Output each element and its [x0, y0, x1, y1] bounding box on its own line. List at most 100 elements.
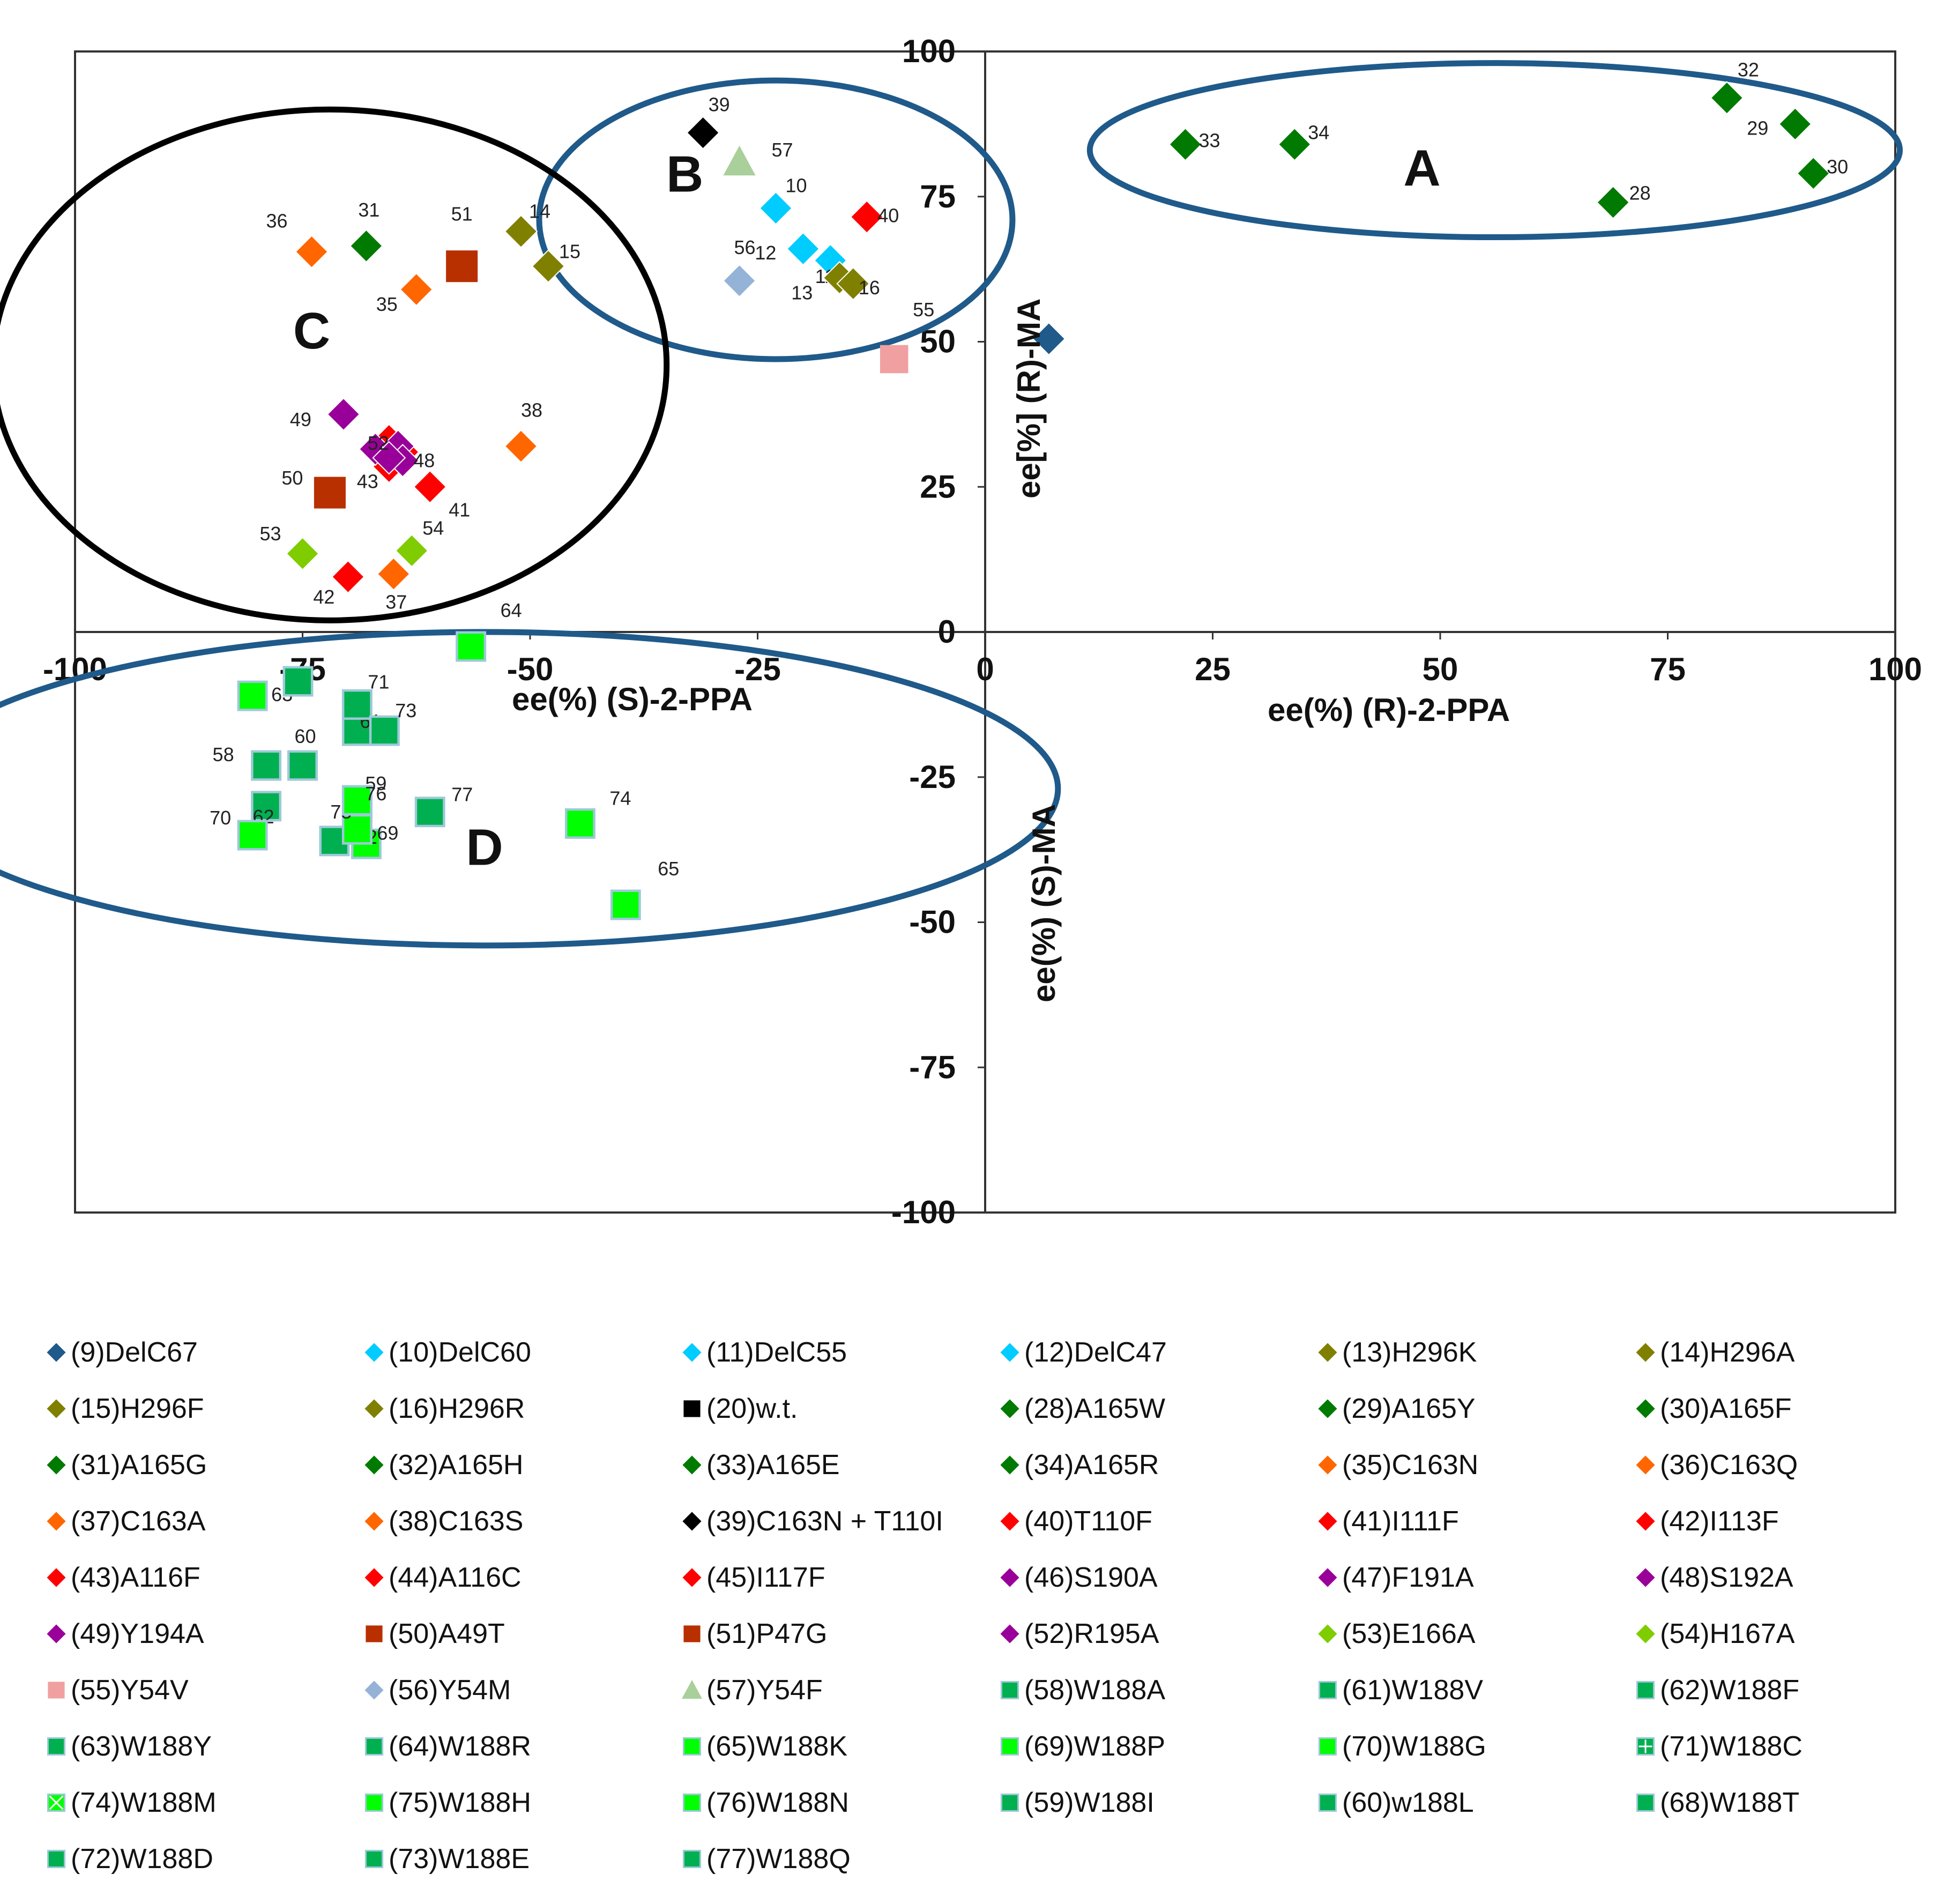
point-label: 73	[395, 700, 416, 722]
legend-item: (71)W188C	[1636, 1731, 1803, 1762]
legend-label: (36)C163Q	[1660, 1449, 1798, 1481]
point-label: 13	[791, 281, 813, 303]
legend-marker	[999, 1623, 1021, 1645]
data-point	[314, 477, 346, 509]
legend-item: (38)C163S	[363, 1506, 523, 1537]
legend-label: (48)S192A	[1660, 1562, 1793, 1593]
data-point	[504, 214, 538, 249]
legend-label: (10)DelC60	[389, 1337, 531, 1368]
data-point	[237, 820, 268, 851]
point-label: 69	[377, 822, 398, 844]
legend-label: (34)A165R	[1024, 1449, 1159, 1481]
data-point	[723, 145, 756, 176]
data-point	[287, 750, 318, 781]
y-tick-label: 0	[938, 614, 956, 650]
legend-label: (73)W188E	[389, 1843, 530, 1875]
point-label: 38	[521, 399, 542, 421]
cluster-ellipses: A B C D	[0, 60, 1903, 949]
data-point	[850, 200, 884, 234]
point-label: 51	[451, 203, 473, 225]
y-axis-title-negative: ee(%) (S)-MA	[1026, 804, 1062, 1002]
point-label: 29	[1747, 117, 1768, 139]
data-point	[564, 808, 595, 839]
legend-item: (40)T110F	[999, 1506, 1152, 1537]
legend-label: (62)W188F	[1660, 1675, 1799, 1706]
legend-item: (52)R195A	[999, 1618, 1159, 1649]
legend-item: (58)W188A	[1000, 1675, 1165, 1706]
legend-label: (13)H296K	[1342, 1337, 1477, 1368]
legend-item: (62)W188F	[1636, 1675, 1799, 1706]
cluster-C-ellipse	[0, 106, 670, 623]
legend-marker	[681, 1510, 703, 1533]
x-tick-label: 50	[1423, 651, 1458, 687]
data-point	[394, 533, 429, 568]
point-label: 52	[368, 432, 389, 454]
legend-label: (70)W188G	[1342, 1731, 1486, 1762]
x-tick-label: 25	[1195, 651, 1231, 687]
data-point	[836, 266, 870, 301]
data-point	[786, 232, 820, 266]
legend-marker	[1000, 1793, 1019, 1812]
point-label: 36	[266, 210, 287, 232]
x-tick-label: 100	[1868, 651, 1922, 687]
legend-marker	[45, 1510, 68, 1533]
legend-item: (54)H167A	[1634, 1618, 1795, 1649]
legend-item: (30)A165F	[1634, 1393, 1792, 1424]
legend-item: (13)H296K	[1316, 1337, 1477, 1368]
legend-label: (58)W188A	[1024, 1675, 1165, 1706]
x-tick-label: 0	[976, 651, 994, 687]
data-point	[341, 689, 373, 720]
legend-item: (32)A165H	[363, 1449, 523, 1481]
legend-label: (32)A165H	[389, 1449, 523, 1481]
legend-marker	[999, 1454, 1021, 1476]
legend-marker	[681, 1341, 703, 1364]
data-point	[456, 631, 487, 662]
point-label: 76	[365, 783, 386, 805]
legend-marker	[45, 1623, 68, 1645]
legend-marker	[364, 1793, 384, 1812]
point-label: 16	[859, 277, 880, 299]
legend-item: (76)W188N	[682, 1787, 849, 1818]
legend-marker	[1634, 1566, 1657, 1589]
data-point	[341, 785, 373, 816]
legend-item: (65)W188K	[682, 1731, 847, 1762]
data-point	[237, 680, 268, 711]
legend-marker	[45, 1341, 68, 1364]
legend-label: (65)W188K	[706, 1731, 847, 1762]
legend-label: (51)P47G	[706, 1618, 827, 1649]
legend-item: (74)W188M	[47, 1787, 217, 1818]
legend-item: (41)I111F	[1316, 1506, 1459, 1537]
legend-item: (28)A165W	[999, 1393, 1165, 1424]
legend: (9)DelC67 (10)DelC60 (11)DelC55 (12)DelC47 (…	[45, 1337, 1803, 1875]
legend-label: (53)E166A	[1342, 1618, 1476, 1649]
legend-item: (34)A165R	[999, 1449, 1159, 1481]
data-point	[414, 797, 445, 828]
legend-marker	[363, 1397, 385, 1420]
legend-label: (14)H296A	[1660, 1337, 1795, 1368]
y-tick-label: -25	[909, 759, 956, 795]
data-point	[251, 791, 282, 822]
legend-label: (37)C163A	[71, 1506, 206, 1537]
legend-label: (59)W188I	[1024, 1787, 1155, 1818]
data-point	[251, 750, 282, 781]
point-label: 65	[658, 858, 679, 880]
legend-marker	[45, 1566, 68, 1589]
legend-label: (44)A116C	[389, 1562, 522, 1593]
legend-marker	[47, 1793, 66, 1812]
point-label: 50	[281, 467, 303, 489]
legend-label: (69)W188P	[1024, 1731, 1165, 1762]
legend-marker	[1316, 1341, 1339, 1364]
legend-item: (47)F191A	[1316, 1562, 1474, 1593]
legend-marker	[1636, 1680, 1655, 1700]
legend-marker	[45, 1397, 68, 1420]
data-point	[531, 249, 565, 284]
data-point	[295, 235, 329, 269]
legend-label: (15)H296F	[71, 1393, 204, 1424]
legend-marker	[45, 1454, 68, 1476]
x-tick-label: -50	[507, 651, 554, 687]
legend-item: (10)DelC60	[363, 1337, 531, 1368]
legend-item: (63)W188Y	[47, 1731, 212, 1762]
legend-marker	[47, 1737, 66, 1756]
legend-marker	[1316, 1566, 1339, 1589]
legend-marker	[48, 1682, 65, 1699]
